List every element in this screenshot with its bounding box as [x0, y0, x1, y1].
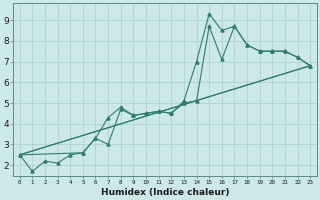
X-axis label: Humidex (Indice chaleur): Humidex (Indice chaleur) [101, 188, 229, 197]
